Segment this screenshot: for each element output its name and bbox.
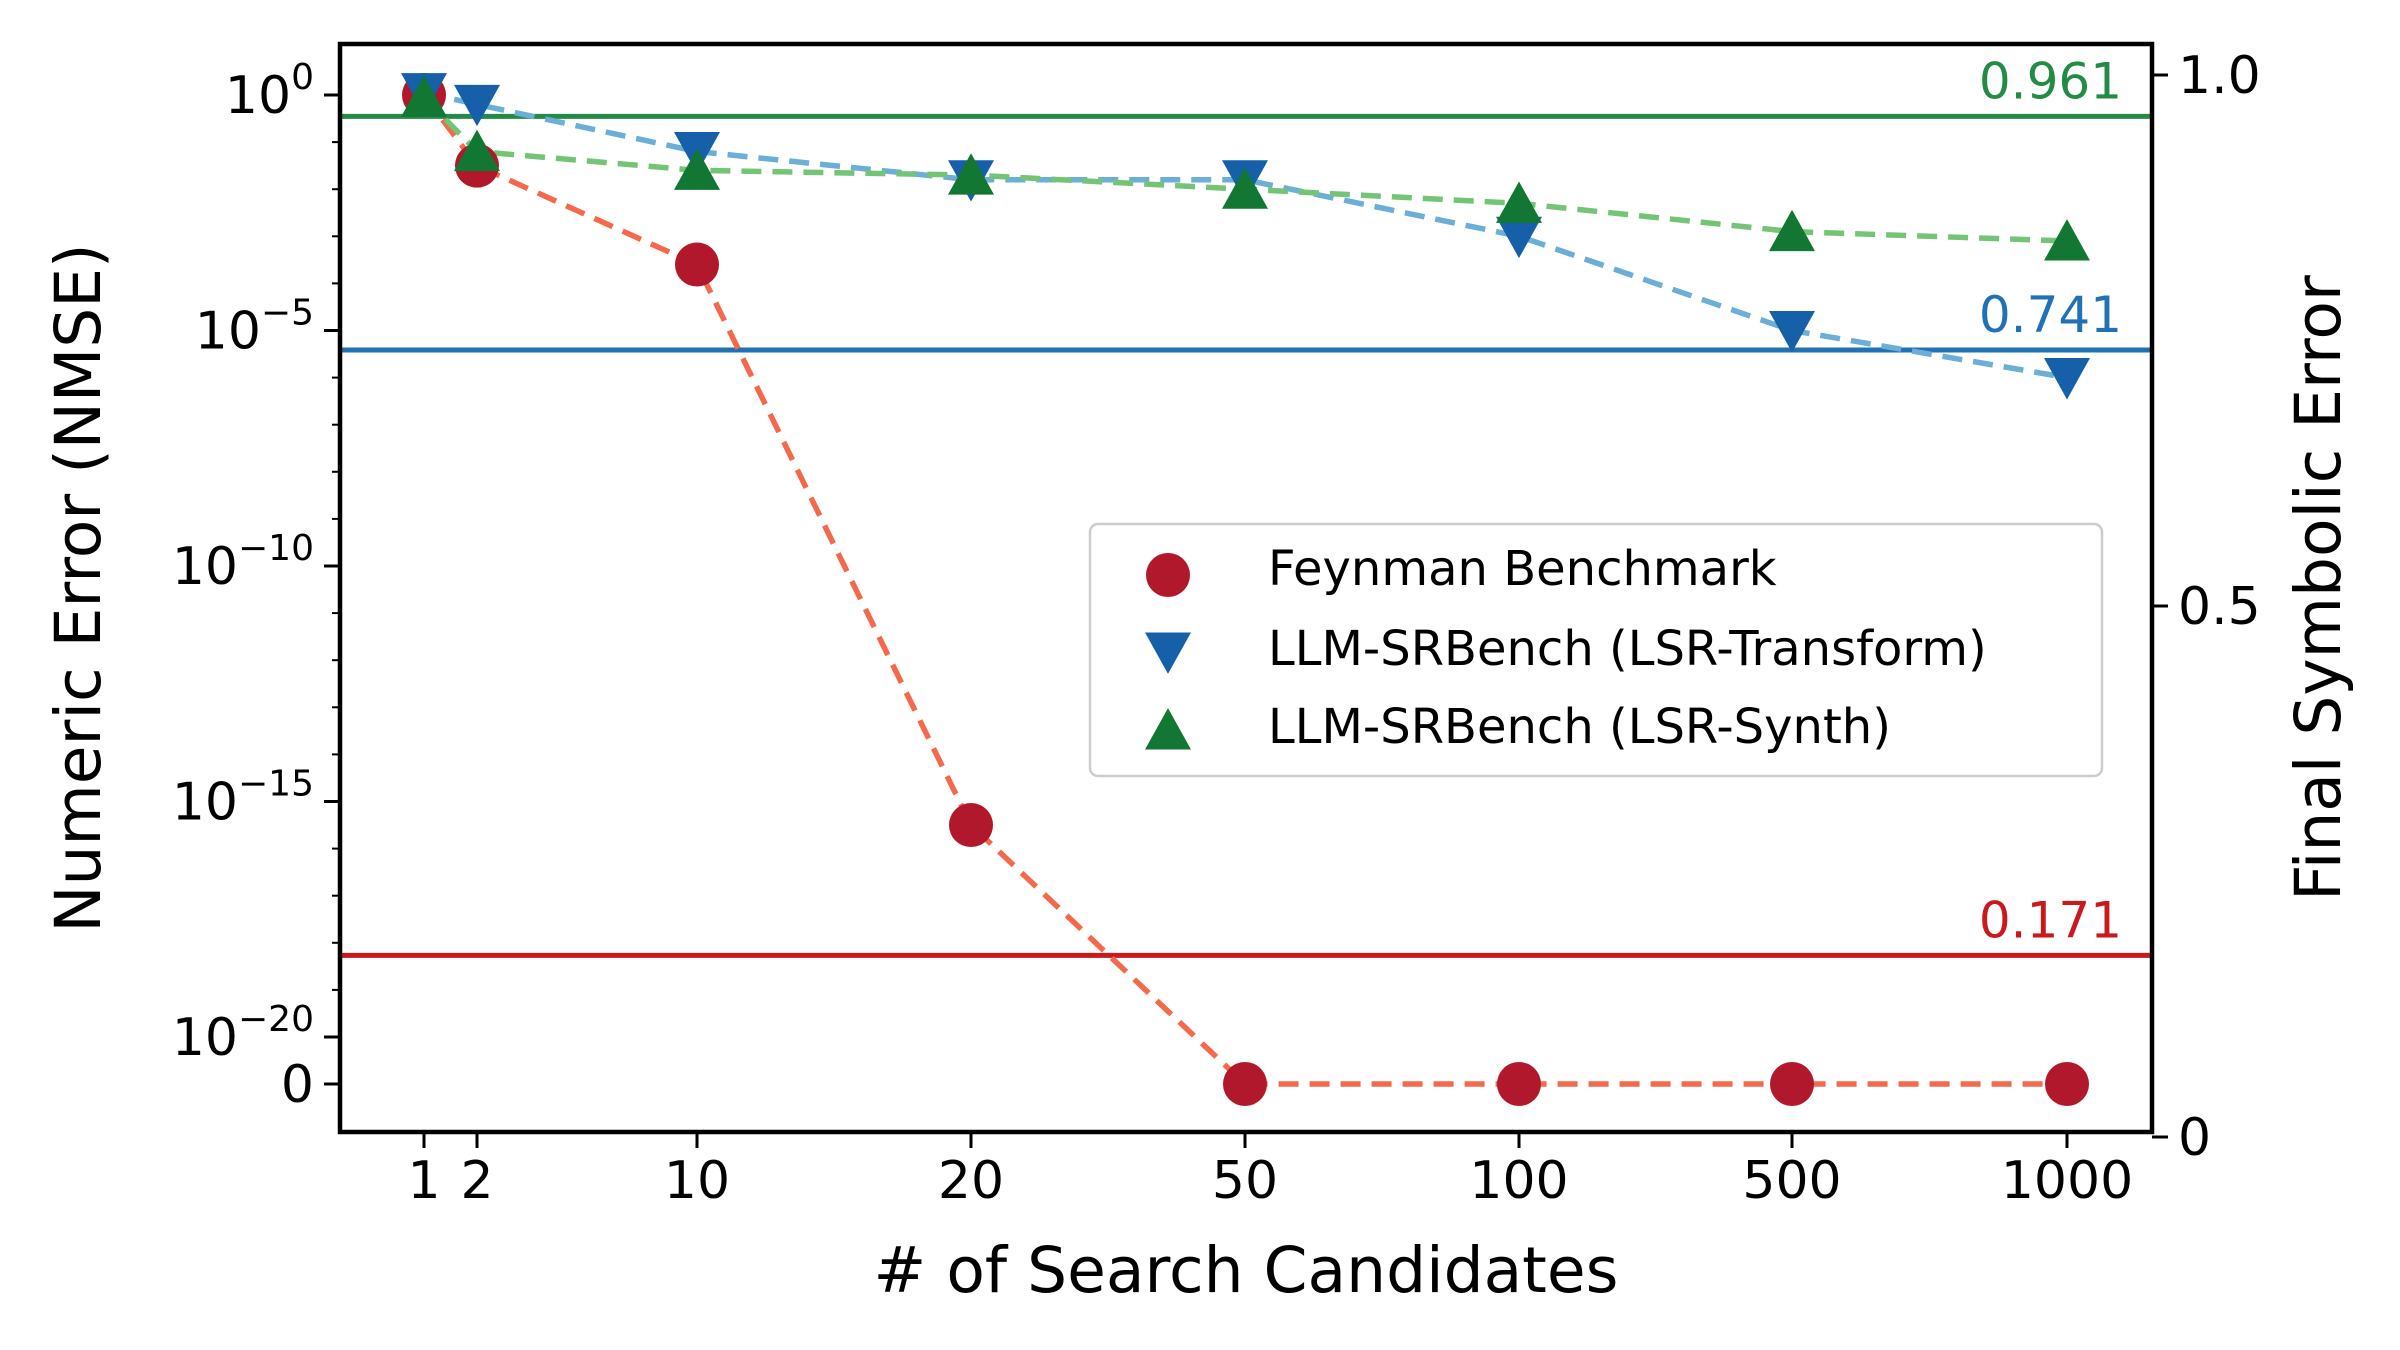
y-axis-right: 0 0.5 1.0	[2152, 46, 2261, 1168]
legend: Feynman Benchmark LLM-SRBench (LSR-Trans…	[1088, 522, 2104, 778]
data-point-feynman-benchmark	[1770, 1062, 1814, 1106]
y-left-tick-label: 10−5	[195, 293, 314, 362]
reference-label-llm-srbench-lsr-transform: 0.741	[1979, 286, 2122, 344]
y-left-tick-label: 10−15	[172, 764, 314, 833]
legend-label-feynman: Feynman Benchmark	[1268, 541, 1777, 597]
data-point-llm-srbench-lsr-synth	[1222, 167, 1268, 209]
x-tick-label: 1	[407, 1151, 440, 1211]
x-axis-label: # of Search Candidates	[874, 1234, 1619, 1307]
series-line-feynman-benchmark	[421, 93, 2067, 1087]
data-point-llm-srbench-lsr-synth	[454, 129, 500, 172]
x-tick-label: 1000	[2001, 1151, 2133, 1211]
legend-marker-lsr-transform	[1145, 632, 1191, 674]
series-line-llm-srbench-lsr-synth	[422, 95, 2068, 244]
reference-labels: 0.171 0.741 0.961	[1979, 52, 2122, 949]
x-tick-label: 10	[664, 1151, 730, 1211]
data-point-llm-srbench-lsr-transform	[1769, 310, 1815, 353]
legend-label-lsr-transform: LLM-SRBench (LSR-Transform)	[1268, 621, 1987, 677]
x-tick-label: 20	[938, 1151, 1004, 1211]
x-tick-label: 50	[1212, 1151, 1278, 1211]
data-point-llm-srbench-lsr-synth	[401, 75, 447, 117]
legend-marker-lsr-synth	[1145, 708, 1191, 750]
data-point-llm-srbench-lsr-synth	[1496, 181, 1542, 223]
data-point-feynman-benchmark	[1497, 1062, 1541, 1106]
data-point-llm-srbench-lsr-synth	[674, 148, 720, 190]
x-axis: 1 2 10 20 50 100 500 1000	[407, 1132, 2133, 1211]
y-axis-right-label: Final Symbolic Error	[2282, 275, 2355, 901]
series-line-llm-srbench-lsr-transform	[423, 89, 2068, 381]
data-point-feynman-benchmark	[949, 803, 993, 848]
y-right-tick-label: 1.0	[2178, 46, 2261, 106]
data-point-llm-srbench-lsr-transform	[454, 84, 500, 127]
y-left-tick-label: 0	[281, 1055, 314, 1115]
y-axis-left: 100 10−5 10−10 10−15 10−200	[172, 57, 340, 1115]
legend-marker-feynman	[1146, 553, 1190, 597]
y-left-tick-label: 10−10	[172, 528, 314, 597]
reference-lines	[340, 113, 2152, 958]
data-point-feynman-benchmark	[1223, 1062, 1267, 1106]
data-point-llm-srbench-lsr-synth	[1769, 209, 1815, 252]
data-point-feynman-benchmark	[675, 242, 719, 287]
series-markers	[401, 73, 2090, 1106]
y-axis-left-label: Numeric Error (NMSE)	[42, 243, 115, 932]
y-left-tick-label: 10−20	[172, 999, 314, 1068]
reference-label-llm-srbench-lsr-synth: 0.961	[1979, 52, 2122, 110]
reference-label-feynman-benchmark: 0.171	[1979, 891, 2122, 949]
x-tick-label: 100	[1469, 1151, 1568, 1211]
x-tick-label: 2	[460, 1151, 493, 1211]
data-point-llm-srbench-lsr-synth	[948, 153, 994, 195]
data-point-llm-srbench-lsr-transform	[2044, 358, 2090, 400]
y-right-tick-label: 0.5	[2178, 577, 2261, 637]
legend-box	[1088, 522, 2104, 778]
x-tick-label: 500	[1742, 1151, 1841, 1211]
data-point-llm-srbench-lsr-transform	[1496, 216, 1542, 259]
data-point-feynman-benchmark	[2045, 1062, 2089, 1106]
data-point-llm-srbench-lsr-synth	[2044, 219, 2090, 261]
y-left-tick-label: 100	[225, 57, 314, 126]
series-lines	[421, 89, 2068, 1087]
legend-label-lsr-synth: LLM-SRBench (LSR-Synth)	[1268, 699, 1891, 755]
y-right-tick-label: 0	[2178, 1108, 2211, 1168]
